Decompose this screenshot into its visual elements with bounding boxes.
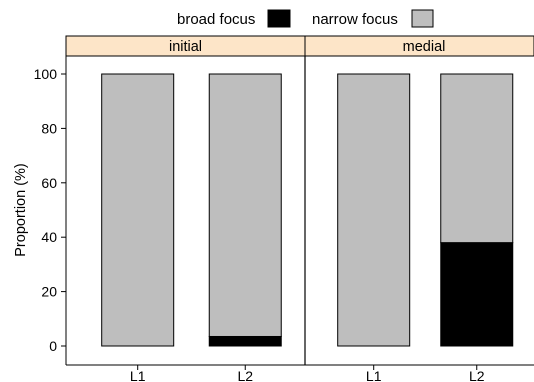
bar-initial-L1-narrow-focus xyxy=(101,73,175,347)
strip-medial-bg xyxy=(304,35,534,57)
bar-initial-L2-narrow-focus xyxy=(208,73,282,337)
bar-medial-L2-broad-focus xyxy=(440,242,514,347)
bars xyxy=(101,73,514,347)
y-axis-title: Proportion (%) xyxy=(13,163,29,256)
bar-medial-L2-narrow-focus xyxy=(440,73,514,244)
x-tick-label: L1 xyxy=(130,368,146,382)
legend-label-narrow: narrow focus xyxy=(312,11,398,28)
strip-label-medial: medial xyxy=(403,39,446,55)
y-tick-label: 40 xyxy=(41,229,57,245)
y-tick-label: 80 xyxy=(41,120,57,136)
y-tick-label: 60 xyxy=(41,175,57,191)
legend: broad focus narrow focus xyxy=(177,9,434,28)
legend-key-broad xyxy=(267,9,291,28)
legend-label-broad: broad focus xyxy=(177,11,255,28)
y-tick-label: 100 xyxy=(34,66,58,82)
x-tick-label: L1 xyxy=(366,368,382,382)
legend-key-narrow xyxy=(411,9,434,28)
y-tick-label: 20 xyxy=(41,284,57,300)
x-axis-ticks: L1 L2 L1 L2 xyxy=(130,365,485,382)
strip-label-initial: initial xyxy=(169,39,202,55)
y-axis-ticks: 0 20 40 60 80 100 xyxy=(34,66,66,354)
bar-initial-L2-broad-focus xyxy=(208,335,282,347)
x-tick-label: L2 xyxy=(237,368,253,382)
bar-medial-L1-narrow-focus xyxy=(337,73,411,347)
y-tick-label: 0 xyxy=(49,338,57,354)
x-tick-label: L2 xyxy=(469,368,485,382)
